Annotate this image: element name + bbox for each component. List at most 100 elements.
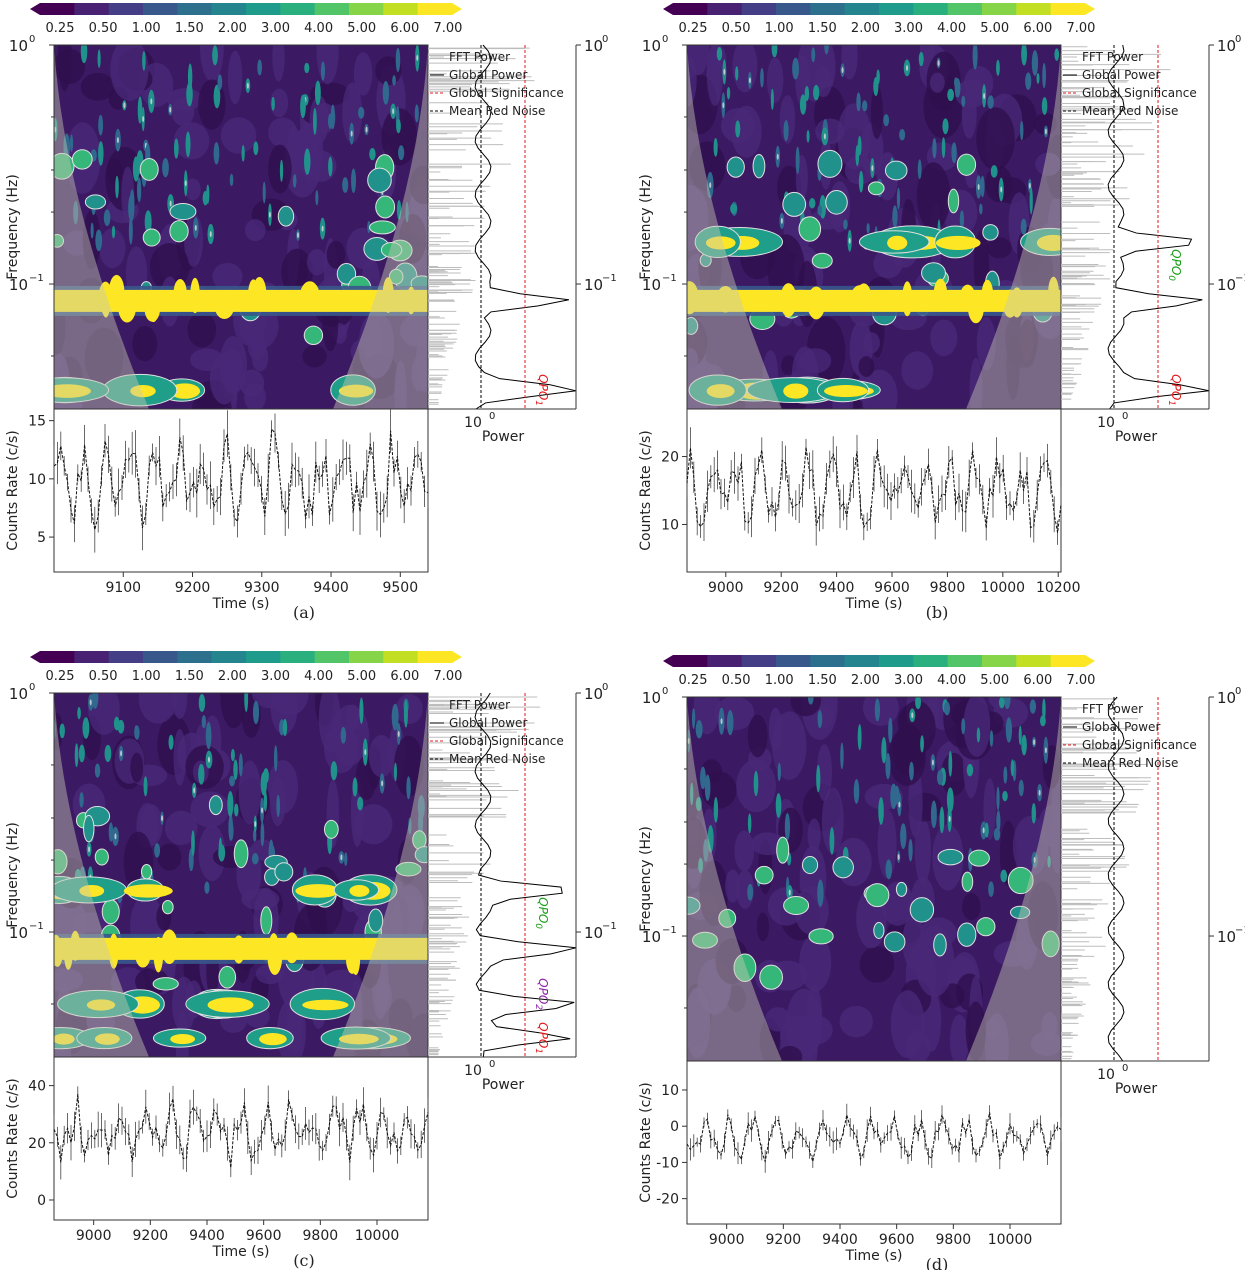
time-tick-label: 9200: [766, 1232, 802, 1248]
wavelet-streak: [352, 777, 358, 797]
cone-of-influence: [687, 697, 1061, 1061]
wavelet-blob: [867, 181, 885, 196]
time-axis-label: Time (s): [212, 1244, 270, 1260]
colorbar-tick-label: 2.00: [218, 669, 247, 684]
wavelet-streak: [369, 148, 376, 161]
wavelet-streak: [357, 796, 364, 811]
wavelet-streak: [300, 94, 306, 119]
wavelet-streak: [262, 181, 266, 204]
wavelet-streak: [382, 80, 390, 105]
wavelet-texture: [345, 704, 361, 731]
panel-d: 0.25 0.50 1.00 1.50 2.00 3.00 4.00 5.00 6.00 7.00…: [638, 655, 1245, 1270]
wavelet-texture: [172, 976, 196, 1033]
qpo-band-bump: [284, 932, 300, 964]
wavelet-streak: [136, 177, 142, 203]
wavelet-streak: [915, 697, 921, 710]
wavelet-texture: [862, 332, 880, 354]
wavelet-streak: [367, 221, 371, 234]
wavelet-streak: [1018, 779, 1024, 797]
wavelet-streak: [82, 717, 90, 739]
colorbar-min-arrow: [663, 3, 673, 15]
wavelet-texture: [799, 933, 832, 992]
wavelet-streak: [1054, 48, 1060, 61]
colorbar-tick-label: 6.00: [390, 21, 419, 36]
qpo-label: QPO0: [1166, 249, 1183, 281]
wavelet-streak: [213, 142, 220, 165]
wavelet-blob: [71, 149, 93, 170]
wavelet-texture: [949, 1014, 969, 1061]
qpo-band-bump: [214, 293, 235, 319]
legend-label: FFT Power: [449, 698, 510, 712]
legend-label: Global Significance: [449, 86, 564, 100]
wavelet-streak: [988, 881, 994, 897]
wavelet-map: [53, 692, 429, 1058]
wavelet-texture: [342, 82, 363, 144]
wavelet-texture: [198, 825, 226, 882]
colorbar-segment: [314, 3, 350, 15]
wavelet-texture: [307, 249, 327, 276]
qpo-label-subscript: 1: [533, 1048, 543, 1054]
power-legend: FFT Power Global Power Global Significance…: [430, 50, 564, 118]
wavelet-contour-fleck: [1044, 747, 1047, 754]
wavelet-texture: [374, 980, 392, 1013]
wavelet-texture: [859, 946, 895, 983]
colorbar-segment: [143, 651, 178, 663]
rate-tick-label: -10: [656, 1155, 679, 1171]
wavelet-streak: [883, 114, 890, 127]
colorbar-segment: [417, 3, 453, 15]
wavelet-streak: [747, 883, 754, 901]
colorbar: 0.25 0.50 1.00 1.50 2.00 3.00 4.00 5.00 6.00 7.00: [663, 655, 1095, 688]
qpo-band-bump: [902, 281, 913, 317]
wavelet-low-core: [783, 383, 809, 399]
qpo-band-bump: [118, 291, 136, 323]
wavelet-streak: [113, 716, 120, 731]
right-frequency-tick-label: 10: [584, 685, 603, 703]
wavelet-blob: [152, 977, 179, 991]
qpo-label-subscript: 0: [533, 923, 543, 929]
qpo-band-bump: [70, 930, 81, 961]
qpo-band-bump: [716, 285, 735, 313]
wavelet-contour-fleck: [687, 737, 690, 744]
wavelet-streak: [103, 209, 111, 227]
qpo-band-bump: [1048, 276, 1059, 307]
wavelet-streak: [961, 718, 966, 735]
wavelet-streak: [726, 710, 734, 736]
wavelet-contour-fleck: [720, 718, 723, 725]
wavelet-streak: [987, 95, 994, 109]
wavelet-contour-fleck: [911, 712, 914, 719]
qpo-band-bump: [807, 286, 826, 320]
wavelet-texture: [411, 355, 428, 392]
wavelet-streak: [1025, 72, 1032, 90]
power-tick-label: 10: [1097, 1067, 1115, 1083]
wavelet-streak: [228, 821, 234, 841]
wavelet-contour-fleck: [948, 815, 951, 822]
wavelet-inner: [687, 45, 1061, 409]
power-axis-label: Power: [1115, 429, 1158, 445]
wavelet-blob: [54, 849, 68, 875]
qpo-band-bump: [299, 281, 320, 312]
wavelet-streak: [951, 142, 957, 164]
qpo-band-bump: [160, 929, 178, 965]
legend-label: FFT Power: [449, 50, 510, 64]
wavelet-streak: [866, 223, 870, 234]
wavelet-blob: [808, 928, 834, 945]
wavelet-contour-fleck: [722, 102, 725, 109]
wavelet-streak: [395, 47, 401, 73]
wavelet-contour-fleck: [321, 225, 324, 232]
wavelet-streak: [406, 776, 411, 800]
wavelet-contour-fleck: [208, 756, 211, 763]
power-tick-exponent: 0: [1122, 411, 1128, 422]
frequency-axis-label: Frequency (Hz): [5, 174, 21, 280]
colorbar-tick-label: 3.00: [261, 21, 290, 36]
wavelet-streak: [1019, 120, 1024, 141]
wavelet-contour-fleck: [194, 224, 197, 231]
wavelet-streak: [713, 796, 719, 823]
wavelet-low-core: [295, 884, 341, 898]
right-frequency-tick-exponent: −1: [1235, 925, 1245, 936]
wavelet-texture: [747, 714, 768, 758]
qpo-band-bump: [98, 281, 113, 315]
wavelet-texture: [892, 724, 925, 776]
qpo-label: QPO1: [533, 374, 550, 406]
wavelet-texture: [751, 832, 785, 856]
